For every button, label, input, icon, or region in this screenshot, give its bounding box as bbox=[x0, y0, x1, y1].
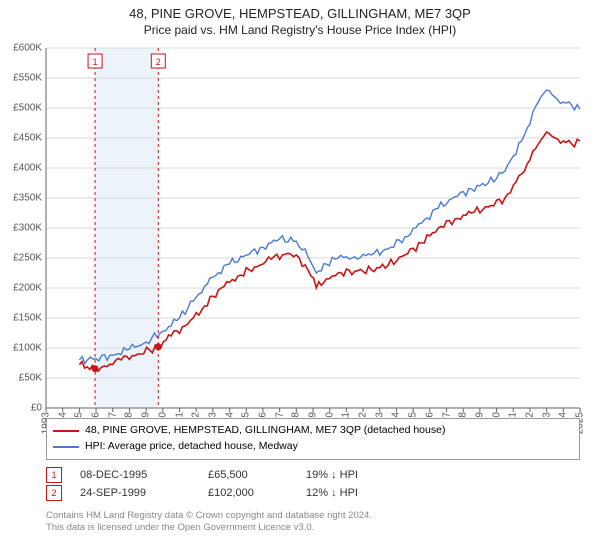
y-axis-label: £550K bbox=[13, 73, 42, 84]
y-axis-label: £100K bbox=[13, 343, 42, 354]
legend: 48, PINE GROVE, HEMPSTEAD, GILLINGHAM, M… bbox=[46, 418, 580, 460]
price-chart: £0£50K£100K£150K£200K£250K£300K£350K£400… bbox=[46, 48, 580, 408]
legend-swatch bbox=[53, 446, 79, 448]
sales-row-diff: 12% ↓ HPI bbox=[306, 487, 426, 499]
license-line: Contains HM Land Registry data © Crown c… bbox=[46, 510, 580, 523]
sales-table: 1 08-DEC-1995 £65,500 19% ↓ HPI 2 24-SEP-1999… bbox=[46, 466, 580, 502]
legend-label: HPI: Average price, detached house, Medw… bbox=[85, 439, 298, 455]
sale-marker-dot bbox=[92, 365, 99, 372]
sales-row-diff: 19% ↓ HPI bbox=[306, 469, 426, 481]
y-axis-label: £300K bbox=[13, 223, 42, 234]
license-text: Contains HM Land Registry data © Crown c… bbox=[46, 510, 580, 536]
sales-row-badge: 1 bbox=[46, 467, 62, 483]
sale-marker-dot bbox=[155, 343, 162, 350]
y-axis-label: £50K bbox=[19, 373, 42, 384]
sales-row: 2 24-SEP-1999 £102,000 12% ↓ HPI bbox=[46, 484, 580, 502]
sales-row-badge: 2 bbox=[46, 485, 62, 501]
sales-row-date: 08-DEC-1995 bbox=[80, 469, 190, 481]
sales-row-price: £65,500 bbox=[208, 469, 288, 481]
sale-marker-badge: 1 bbox=[88, 54, 102, 68]
sales-row: 1 08-DEC-1995 £65,500 19% ↓ HPI bbox=[46, 466, 580, 484]
legend-label: 48, PINE GROVE, HEMPSTEAD, GILLINGHAM, M… bbox=[85, 423, 445, 439]
y-axis-label: £600K bbox=[13, 43, 42, 54]
chart-footer: 48, PINE GROVE, HEMPSTEAD, GILLINGHAM, M… bbox=[46, 418, 580, 535]
svg-text:1: 1 bbox=[93, 57, 98, 67]
sales-row-date: 24-SEP-1999 bbox=[80, 487, 190, 499]
license-line: This data is licensed under the Open Gov… bbox=[46, 522, 580, 535]
y-axis-label: £500K bbox=[13, 103, 42, 114]
chart-title-block: 48, PINE GROVE, HEMPSTEAD, GILLINGHAM, M… bbox=[0, 0, 600, 37]
legend-swatch bbox=[53, 430, 79, 432]
y-axis-label: £200K bbox=[13, 283, 42, 294]
y-axis-label: £400K bbox=[13, 163, 42, 174]
y-axis-label: £350K bbox=[13, 193, 42, 204]
chart-svg: 12 bbox=[46, 48, 580, 408]
sale-marker-badge: 2 bbox=[151, 54, 165, 68]
y-axis-label: £150K bbox=[13, 313, 42, 324]
sales-row-price: £102,000 bbox=[208, 487, 288, 499]
svg-text:2: 2 bbox=[156, 57, 161, 67]
legend-row: HPI: Average price, detached house, Medw… bbox=[53, 439, 573, 455]
y-axis-label: £250K bbox=[13, 253, 42, 264]
title-subtitle: Price paid vs. HM Land Registry's House … bbox=[0, 23, 600, 37]
y-axis-label: £450K bbox=[13, 133, 42, 144]
legend-row: 48, PINE GROVE, HEMPSTEAD, GILLINGHAM, M… bbox=[53, 423, 573, 439]
title-address: 48, PINE GROVE, HEMPSTEAD, GILLINGHAM, M… bbox=[0, 6, 600, 21]
